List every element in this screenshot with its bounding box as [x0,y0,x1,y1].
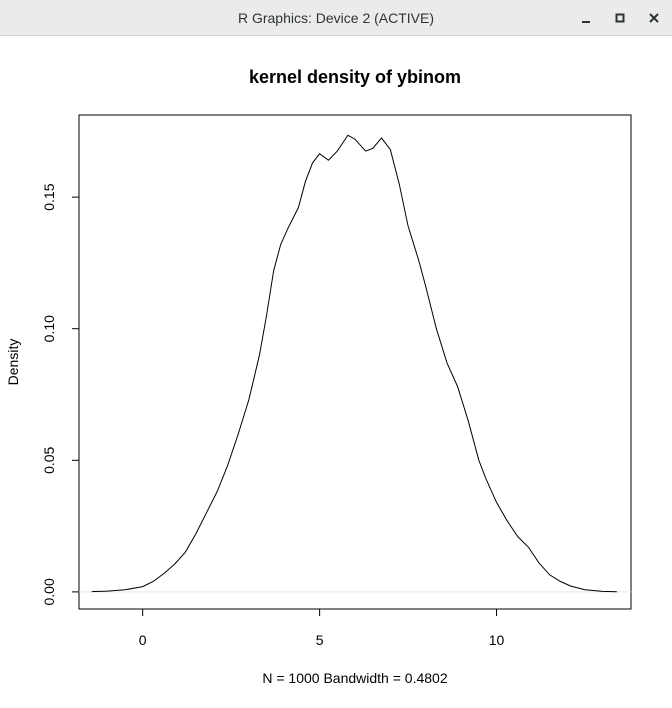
window-title: R Graphics: Device 2 (ACTIVE) [237,10,435,26]
minimize-button[interactable] [574,6,598,30]
y-tick-label: 0.15 [41,183,57,210]
density-curve [91,134,617,593]
y-tick-label: 0.05 [41,446,57,473]
x-axis: 0 5 10 [139,608,505,648]
y-tick-label: 0.00 [41,578,57,605]
plot-frame [78,114,632,610]
x-tick-label: 5 [316,632,324,648]
x-axis-label: N = 1000 Bandwidth = 0.4802 [262,670,447,686]
plot-area: kernel density of ybinom 0 5 10 0.00 0.05 0.… [0,37,672,708]
close-button[interactable] [642,6,666,30]
maximize-button[interactable] [608,6,632,30]
minimize-icon [582,21,590,23]
close-icon [649,13,659,23]
maximize-icon [615,13,625,23]
x-tick-label: 0 [139,632,147,648]
y-tick-label: 0.10 [41,315,57,342]
x-tick-label: 10 [489,632,505,648]
y-axis: 0.00 0.05 0.10 0.15 [41,183,631,606]
chart-title: kernel density of ybinom [249,67,461,87]
title-bar[interactable]: R Graphics: Device 2 (ACTIVE) [0,0,672,36]
density-chart: kernel density of ybinom 0 5 10 0.000.050.… [5,67,632,686]
y-axis-label: Density [5,339,21,386]
